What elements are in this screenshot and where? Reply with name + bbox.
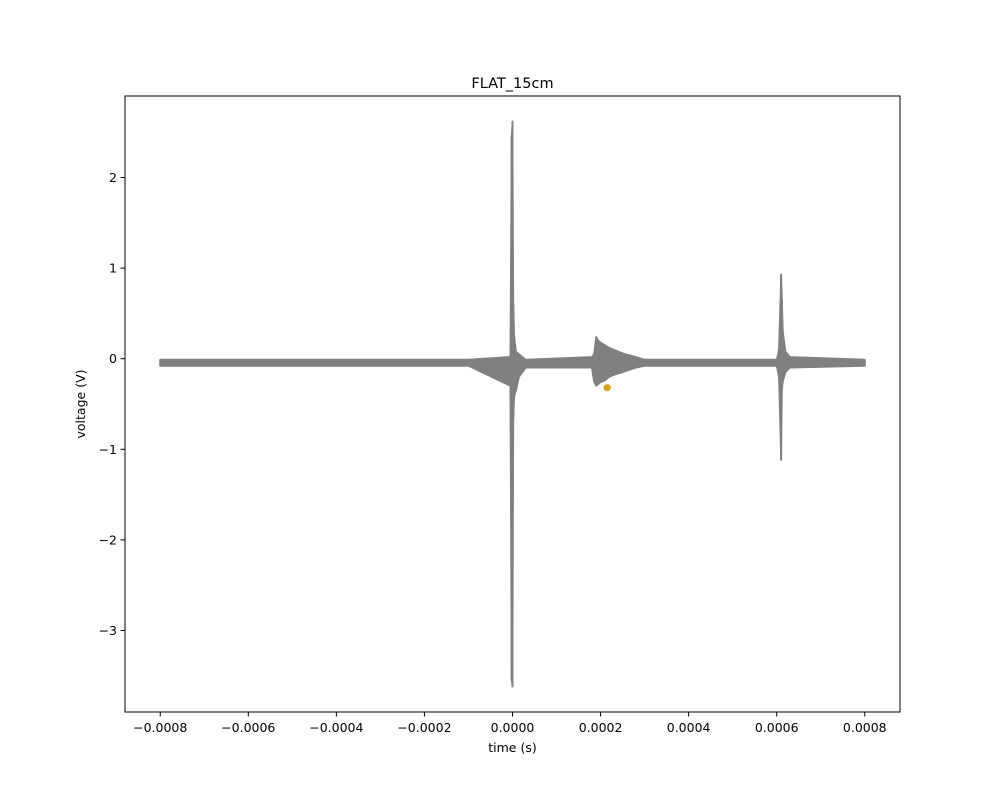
y-tick-label: 0 — [109, 351, 117, 366]
highlight-marker — [603, 384, 611, 392]
y-tick-label: −1 — [99, 442, 117, 457]
x-tick-label: 0.0000 — [491, 720, 535, 735]
x-axis-ticks: −0.0008 −0.0006 −0.0004 −0.0002 0.0000 0.0002… — [133, 712, 887, 735]
chart-title: FLAT_15cm — [471, 76, 553, 92]
x-tick-label: 0.0006 — [755, 720, 799, 735]
plot-area — [159, 120, 866, 688]
x-tick-label: −0.0004 — [309, 720, 363, 735]
y-tick-label: −2 — [99, 532, 117, 547]
x-tick-label: −0.0008 — [133, 720, 187, 735]
x-axis-label: time (s) — [488, 740, 536, 755]
x-tick-label: −0.0006 — [221, 720, 275, 735]
x-tick-label: 0.0002 — [579, 720, 623, 735]
x-tick-label: −0.0002 — [397, 720, 451, 735]
y-tick-label: −3 — [99, 623, 117, 638]
y-axis-ticks: 2 1 0 −1 −2 −3 — [99, 170, 125, 638]
x-tick-label: 0.0004 — [667, 720, 711, 735]
y-tick-label: 2 — [109, 170, 117, 185]
x-tick-label: 0.0008 — [843, 720, 887, 735]
y-tick-label: 1 — [109, 261, 117, 276]
series-0 — [159, 120, 866, 688]
y-axis-label: voltage (V) — [73, 370, 88, 439]
